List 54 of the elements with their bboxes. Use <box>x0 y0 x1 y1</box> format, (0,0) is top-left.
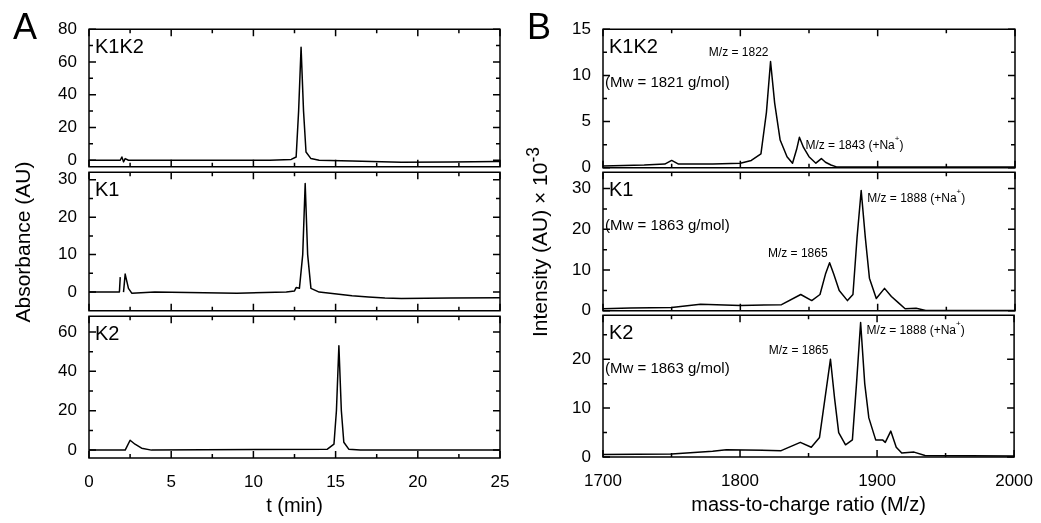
y-tick-label: 20 <box>572 348 591 368</box>
x-tick-label: 0 <box>84 471 94 491</box>
y-tick-label: 10 <box>58 244 77 264</box>
y-tick-label: 5 <box>581 111 591 131</box>
annotation: (Mw = 1821 g/mol) <box>605 72 730 90</box>
y-tick-label: 10 <box>572 65 591 85</box>
annotation: M/z = 1822 <box>708 44 769 59</box>
y-tick-label: 80 <box>58 18 77 38</box>
y-tick-label: 0 <box>67 149 77 169</box>
legend-label: K1 <box>609 177 634 200</box>
y-tick-label: 10 <box>572 259 591 279</box>
annotation: M/z = 1865 <box>768 342 829 357</box>
x-tick-label: 15 <box>326 471 346 491</box>
x-axis-title: mass-to-charge ratio (M/z) <box>691 492 926 515</box>
chart-title: B <box>527 6 552 47</box>
annotation: M/z = 1843 (+Na+) <box>805 133 904 152</box>
y-tick-label: 20 <box>572 218 591 238</box>
legend-label: K1K2 <box>609 34 658 57</box>
y-tick-label: 40 <box>58 361 77 381</box>
annotation: M/z = 1865 <box>767 246 828 261</box>
x-tick-label: 25 <box>490 471 510 491</box>
y-axis-title: Absorbance (AU) <box>11 161 35 323</box>
y-tick-label: 15 <box>572 18 591 38</box>
legend-label: K1K2 <box>95 34 144 57</box>
y-tick-label: 30 <box>58 169 77 189</box>
y-tick-label: 20 <box>58 117 77 137</box>
y-tick-label: 0 <box>67 439 77 459</box>
x-tick-label: 20 <box>408 471 428 491</box>
y-tick-label: 60 <box>58 51 77 71</box>
y-tick-label: 0 <box>581 300 591 320</box>
chart-title: A <box>13 6 38 47</box>
y-tick-label: 20 <box>58 400 77 420</box>
y-tick-label: 40 <box>58 84 77 104</box>
y-tick-label: 0 <box>67 281 77 301</box>
x-tick-label: 1800 <box>721 470 759 490</box>
x-tick-label: 10 <box>243 471 263 491</box>
x-tick-label: 5 <box>166 471 176 491</box>
legend-label: K2 <box>609 320 634 343</box>
x-axis-title: t (min) <box>266 493 323 516</box>
annotation: M/z = 1888 (+Na+) <box>866 318 965 337</box>
annotation: (Mw = 1863 g/mol) <box>605 358 730 376</box>
x-tick-label: 1900 <box>858 470 896 490</box>
x-tick-label: 1700 <box>584 470 622 490</box>
y-tick-label: 0 <box>581 157 591 177</box>
legend-label: K2 <box>95 321 120 344</box>
x-tick-label: 2000 <box>995 470 1033 490</box>
legend-label: K1 <box>95 177 120 200</box>
y-tick-label: 30 <box>572 178 591 198</box>
annotation: (Mw = 1863 g/mol) <box>605 215 730 233</box>
y-tick-label: 10 <box>572 397 591 417</box>
annotation: M/z = 1888 (+Na+) <box>867 186 966 205</box>
y-tick-label: 20 <box>58 206 77 226</box>
y-tick-label: 0 <box>581 446 591 466</box>
y-tick-label: 60 <box>58 321 77 341</box>
